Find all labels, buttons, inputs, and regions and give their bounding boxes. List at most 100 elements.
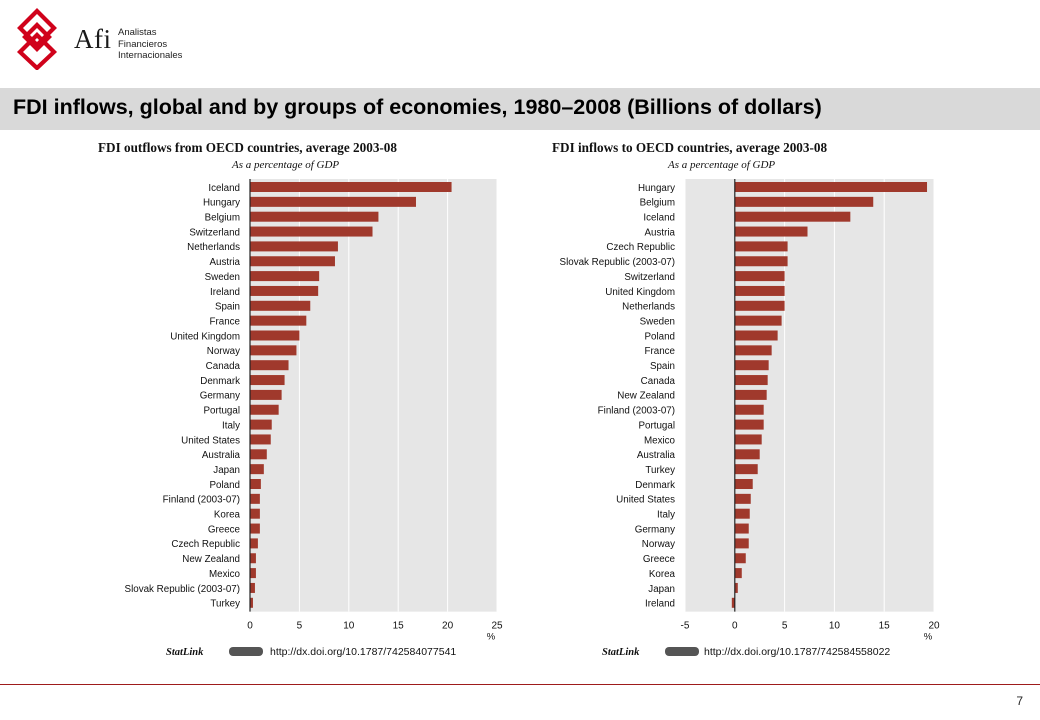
chart-1-category-label: United Kingdom xyxy=(170,331,240,342)
chart-2-axis-unit: % xyxy=(924,632,933,643)
chart-1-bar xyxy=(250,538,258,549)
chart-2-category-label: Japan xyxy=(648,584,675,595)
chart-2-category-label: Denmark xyxy=(635,480,675,491)
chart-1-bar xyxy=(250,211,379,222)
slide-title: FDI inflows, global and by groups of eco… xyxy=(13,95,822,119)
chart-2-tick-label: 5 xyxy=(782,621,788,632)
chart-2-bar xyxy=(734,434,762,445)
chart-1-category-label: Japan xyxy=(213,465,240,476)
chart-1-category-label: Greece xyxy=(208,524,241,535)
chart-2-category-label: Germany xyxy=(635,524,675,535)
chart-1-bar xyxy=(250,360,289,371)
chart-2-tick-label: -5 xyxy=(681,621,690,632)
chart-2-tick-label: 0 xyxy=(732,621,738,632)
chart-2-subtitle: As a percentage of GDP xyxy=(667,159,775,171)
chart-1-category-label: Netherlands xyxy=(187,242,240,253)
chart-2-bar xyxy=(734,404,764,415)
chart-1-tick-label: 15 xyxy=(393,621,405,632)
chart-1-bar xyxy=(250,434,271,445)
chart-1-category-label: Canada xyxy=(206,361,241,372)
chart-1-bar xyxy=(250,389,282,400)
chart-2-category-label: Finland (2003-07) xyxy=(598,406,675,417)
chart-1-category-label: Turkey xyxy=(210,599,240,610)
chart-1-category-label: Australia xyxy=(202,450,241,461)
chart-2-bar xyxy=(734,330,778,341)
chart-1-title: FDI outflows from OECD countries, averag… xyxy=(98,140,397,155)
chart-1-bar xyxy=(250,271,320,282)
chart-2-category-label: Iceland xyxy=(643,213,675,224)
chart-2-bar xyxy=(734,182,928,192)
chart-2-bar xyxy=(734,582,738,593)
chart-1-bar xyxy=(250,568,256,579)
chart-2-category-label: Spain xyxy=(650,361,675,372)
chart-2-category-label: Ireland xyxy=(645,599,675,610)
chart-2-bar xyxy=(734,226,808,237)
chart-2-bar xyxy=(734,493,751,504)
chart-2-category-label: Netherlands xyxy=(622,302,675,313)
chart-2-category-label: Italy xyxy=(657,510,675,521)
chart-2-category-label: United Kingdom xyxy=(605,287,675,298)
chart-1-bar xyxy=(250,256,335,267)
chart-2-bar xyxy=(734,538,749,549)
logo-sub-line-3: Internacionales xyxy=(118,50,183,61)
chart-2-bar xyxy=(734,568,742,579)
chart-2-category-label: Australia xyxy=(637,450,676,461)
chart-2-category-label: Korea xyxy=(649,569,676,580)
chart-2-bar xyxy=(734,315,782,326)
chart-2-title: FDI inflows to OECD countries, average 2… xyxy=(552,140,827,155)
chart-1-category-label: Austria xyxy=(210,257,241,268)
chart-2-tick-label: 10 xyxy=(829,621,841,632)
chart-2-category-label: Sweden xyxy=(640,316,675,327)
chart-1-category-label: Slovak Republic (2003-07) xyxy=(125,584,240,595)
chart-2-bar xyxy=(734,196,874,207)
chart-2-statlink-label: StatLink xyxy=(602,647,640,658)
chart-1-category-label: Sweden xyxy=(205,272,240,283)
chart-1-bar xyxy=(250,226,373,237)
chart-1-bar xyxy=(250,182,452,192)
chart-1-category-label: Italy xyxy=(222,420,240,431)
chart-2-category-label: Hungary xyxy=(638,183,675,194)
chart-1-category-label: Mexico xyxy=(209,569,241,580)
chart-2-statlink-url: http://dx.doi.org/10.1787/742584558022 xyxy=(704,646,890,658)
chart-2-category-label: Slovak Republic (2003-07) xyxy=(560,257,675,268)
chart-1-bar xyxy=(250,449,267,460)
chart-1-bar xyxy=(250,419,272,430)
chart-2-bar xyxy=(734,241,788,252)
chart-1-bar xyxy=(250,464,264,475)
chart-1-category-label: Ireland xyxy=(210,287,240,298)
chart-2-bar xyxy=(734,300,785,311)
chart-1-bar xyxy=(250,523,260,534)
chart-2-tick-label: 15 xyxy=(879,621,891,632)
chart-1-bar xyxy=(250,375,285,386)
chart-1-category-label: Iceland xyxy=(208,183,240,194)
chart-1-category-label: Hungary xyxy=(203,198,240,209)
chart-2-bar xyxy=(734,553,746,564)
logo-wordmark: Afi xyxy=(74,24,112,54)
chart-2-bar xyxy=(734,211,851,222)
page-number: 7 xyxy=(1016,694,1023,708)
chart-1-bar xyxy=(250,479,261,489)
chart-2-bar xyxy=(734,345,772,356)
chart-1-bar xyxy=(250,404,279,415)
chart-1-bar xyxy=(250,300,311,311)
chart-2-category-label: Czech Republic xyxy=(606,242,675,253)
chart-1-axis-unit: % xyxy=(487,632,496,643)
chart-2-bar xyxy=(734,508,750,519)
chart-1-bar xyxy=(250,315,307,326)
chart-1-bar xyxy=(250,597,253,608)
chart-2-category-label: United States xyxy=(616,495,675,506)
chart-1-statlink-icon xyxy=(229,647,263,656)
chart-1-category-label: France xyxy=(210,316,241,327)
chart-1-category-label: New Zealand xyxy=(182,554,240,565)
chart-2-category-label: France xyxy=(645,346,676,357)
chart-2-category-label: Portugal xyxy=(639,420,676,431)
chart-1-bar xyxy=(250,285,319,296)
chart-1-category-label: Korea xyxy=(214,510,241,521)
afi-logo-icon xyxy=(16,8,58,70)
chart-1-category-label: Belgium xyxy=(205,213,240,224)
chart-1-statlink-label: StatLink xyxy=(166,647,204,658)
chart-2-category-label: Poland xyxy=(644,331,675,342)
chart-2-bar xyxy=(734,271,785,282)
chart-1-subtitle: As a percentage of GDP xyxy=(231,159,339,171)
chart-1-tick-label: 0 xyxy=(247,621,253,632)
